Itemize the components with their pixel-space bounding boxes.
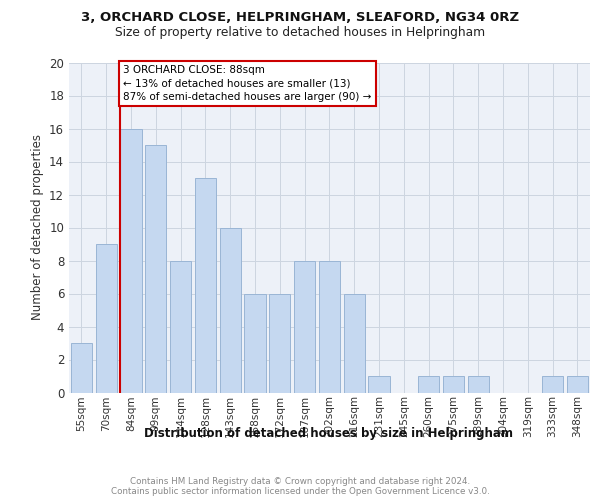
Text: Distribution of detached houses by size in Helpringham: Distribution of detached houses by size …	[145, 426, 513, 440]
Bar	[195, 178, 216, 392]
Bar	[443, 376, 464, 392]
Bar	[269, 294, 290, 392]
Bar	[220, 228, 241, 392]
Bar	[294, 260, 315, 392]
Bar	[95, 244, 117, 392]
Bar	[418, 376, 439, 392]
Bar	[71, 343, 92, 392]
Bar	[368, 376, 389, 392]
Bar	[542, 376, 563, 392]
Bar	[319, 260, 340, 392]
Bar	[145, 145, 166, 392]
Text: Size of property relative to detached houses in Helpringham: Size of property relative to detached ho…	[115, 26, 485, 39]
Bar	[467, 376, 489, 392]
Text: 3, ORCHARD CLOSE, HELPRINGHAM, SLEAFORD, NG34 0RZ: 3, ORCHARD CLOSE, HELPRINGHAM, SLEAFORD,…	[81, 11, 519, 24]
Bar	[121, 128, 142, 392]
Bar	[567, 376, 588, 392]
Text: 3 ORCHARD CLOSE: 88sqm
← 13% of detached houses are smaller (13)
87% of semi-det: 3 ORCHARD CLOSE: 88sqm ← 13% of detached…	[124, 65, 372, 102]
Bar	[244, 294, 266, 392]
Bar	[344, 294, 365, 392]
Y-axis label: Number of detached properties: Number of detached properties	[31, 134, 44, 320]
Text: Contains HM Land Registry data © Crown copyright and database right 2024.
Contai: Contains HM Land Registry data © Crown c…	[110, 476, 490, 496]
Bar	[170, 260, 191, 392]
